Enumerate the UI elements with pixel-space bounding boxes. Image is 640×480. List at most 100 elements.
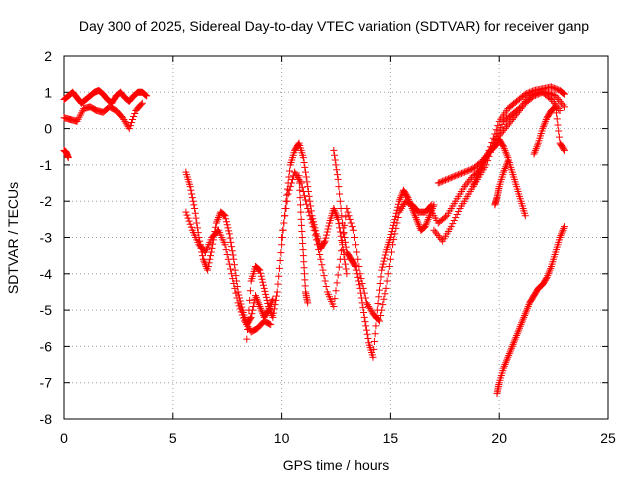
- data-point-interp: [346, 215, 354, 223]
- data-point-interp: [240, 314, 248, 322]
- data-point-interp: [523, 304, 531, 312]
- data-point-interp: [546, 94, 554, 102]
- data-point-interp: [224, 255, 232, 263]
- data-point: [304, 299, 312, 307]
- series-sat-o: [530, 103, 568, 158]
- data-point-interp: [331, 151, 339, 159]
- data-point-interp: [120, 116, 128, 124]
- data-point: [469, 183, 477, 191]
- data-point-interp: [300, 258, 308, 266]
- data-point-interp: [344, 208, 352, 216]
- data-point-interp: [500, 362, 508, 370]
- data-point-interp: [545, 268, 553, 276]
- series-sat-d: [182, 168, 277, 329]
- data-point-interp: [333, 214, 341, 222]
- data-point-interp: [364, 335, 372, 343]
- data-point-interp: [516, 324, 524, 332]
- x-tick-labels: 0 5 10 15 20 25: [60, 430, 616, 446]
- data-point-interp: [294, 174, 302, 182]
- data-point-interp: [376, 279, 384, 287]
- data-point: [241, 317, 249, 325]
- data-point-interp: [254, 265, 262, 273]
- data-point-interp: [465, 177, 473, 185]
- data-point-interp: [316, 250, 324, 258]
- data-point-interp: [296, 194, 304, 202]
- data-point: [260, 284, 268, 292]
- data-point-interp: [501, 361, 509, 369]
- data-point-interp: [274, 280, 282, 288]
- data-point: [530, 92, 538, 100]
- data-point-interp: [511, 335, 519, 343]
- series-sat-g: [278, 168, 436, 325]
- data-point-interp: [237, 300, 245, 308]
- data-point-interp: [192, 214, 200, 222]
- data-point: [500, 143, 508, 151]
- data-point-interp: [300, 158, 308, 166]
- data-point-interp: [303, 200, 311, 208]
- data-point: [321, 237, 329, 245]
- data-point-interp: [534, 141, 542, 149]
- data-point: [199, 255, 207, 263]
- data-point-interp: [410, 208, 418, 216]
- data-point-interp: [506, 348, 514, 356]
- series-sat-f: [243, 139, 351, 343]
- data-point-interp: [292, 170, 300, 178]
- data-point-interp: [331, 206, 339, 214]
- data-point-interp: [300, 192, 308, 200]
- data-point-interp: [476, 165, 484, 173]
- data-point: [452, 172, 460, 180]
- data-point-interp: [510, 339, 518, 347]
- data-point-interp: [338, 212, 346, 220]
- data-point-interp: [371, 330, 379, 338]
- data-point-interp: [499, 142, 507, 150]
- data-point-interp: [390, 235, 398, 243]
- data-point-interp: [433, 230, 441, 238]
- chart-title: Day 300 of 2025, Sidereal Day-to-day VTE…: [79, 18, 589, 34]
- data-point-interp: [509, 341, 517, 349]
- data-point-interp: [559, 226, 567, 234]
- data-point-interp: [352, 241, 360, 249]
- data-point: [413, 215, 421, 223]
- data-point-interp: [555, 133, 563, 141]
- data-point-interp: [551, 103, 559, 111]
- data-point-interp: [223, 250, 231, 258]
- data-point-interp: [503, 355, 511, 363]
- data-point-interp: [502, 148, 510, 156]
- data-point: [284, 190, 292, 198]
- data-point-interp: [363, 330, 371, 338]
- data-point-interp: [474, 170, 482, 178]
- data-point-interp: [230, 261, 238, 269]
- data-point-interp: [444, 175, 452, 183]
- data-point-interp: [380, 257, 388, 265]
- data-point-interp: [462, 168, 470, 176]
- data-point-interp: [298, 234, 306, 241]
- data-point-interp: [335, 263, 343, 271]
- data-point-interp: [322, 283, 330, 291]
- data-point-interp: [455, 207, 463, 215]
- data-point-interp: [309, 223, 317, 231]
- data-point-interp: [267, 308, 275, 316]
- data-point-interp: [531, 148, 539, 156]
- data-point: [221, 212, 229, 220]
- data-point-interp: [305, 208, 313, 216]
- data-point-interp: [394, 200, 402, 208]
- data-point: [273, 288, 281, 296]
- data-point-interp: [394, 203, 402, 211]
- data-point-interp: [497, 130, 505, 138]
- data-point-interp: [332, 210, 340, 218]
- data-point-interp: [261, 287, 269, 295]
- data-point-interp: [214, 215, 222, 223]
- data-point-interp: [272, 296, 280, 304]
- data-point-interp: [255, 301, 263, 309]
- data-point-interp: [306, 212, 314, 220]
- data-point-interp: [339, 224, 347, 232]
- data-point: [349, 226, 357, 234]
- data-point-interp: [390, 218, 398, 226]
- data-point-interp: [452, 214, 460, 222]
- data-point-interp: [362, 322, 370, 330]
- data-point-interp: [325, 222, 333, 230]
- axis-ticks: [63, 55, 609, 420]
- data-point: [521, 310, 529, 318]
- data-point-interp: [403, 192, 411, 200]
